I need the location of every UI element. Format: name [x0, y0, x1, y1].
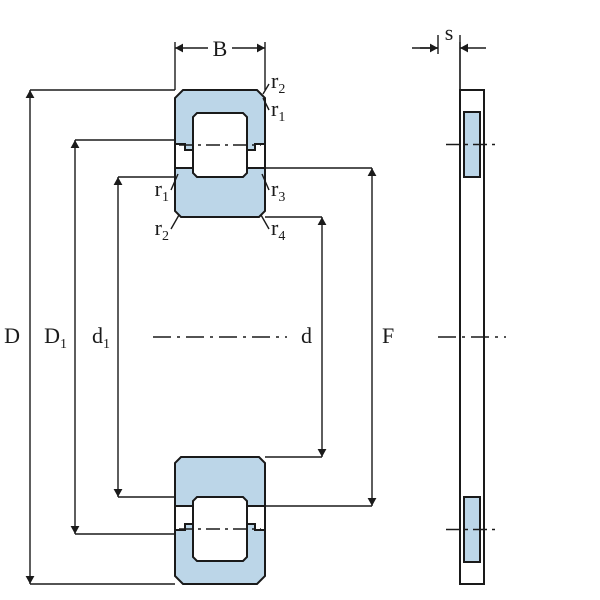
shape [318, 217, 327, 225]
shape [114, 489, 123, 497]
shape [257, 44, 265, 53]
dim-s: s [445, 20, 454, 45]
shape [368, 498, 377, 506]
svg-el: 3 [278, 190, 285, 205]
shape [430, 44, 438, 53]
label-r4: r4 [271, 215, 285, 244]
shape [26, 90, 35, 98]
dim-F: F [382, 323, 394, 348]
svg-el: 1 [103, 337, 110, 352]
svg-el: d [92, 323, 103, 348]
line [171, 215, 179, 229]
svg-el: 4 [278, 229, 285, 244]
label-r2-outer-tr: r2 [271, 68, 285, 97]
svg-el: 2 [278, 82, 285, 97]
dim-d: d [301, 323, 312, 348]
dim-D1: D1 [44, 323, 67, 352]
label-r1-outer-tr: r1 [271, 96, 285, 125]
svg-el: 1 [60, 337, 67, 352]
svg-el: 1 [278, 110, 285, 125]
label-r3: r3 [271, 176, 285, 205]
line [263, 84, 269, 94]
shape [26, 576, 35, 584]
shape [368, 168, 377, 176]
shape [318, 449, 327, 457]
dim-B: B [213, 36, 228, 61]
shape [460, 44, 468, 53]
svg-el: 2 [162, 229, 169, 244]
label-r1-inner-tl: r1 [155, 176, 169, 205]
svg-el: 1 [162, 190, 169, 205]
dim-d1: d1 [92, 323, 110, 352]
label: D [4, 323, 20, 348]
shape [71, 140, 80, 148]
label-r2-inner-bl: r2 [155, 215, 169, 244]
svg-el: D [44, 323, 60, 348]
shape [114, 177, 123, 185]
shape [71, 526, 80, 534]
shape [175, 44, 183, 53]
